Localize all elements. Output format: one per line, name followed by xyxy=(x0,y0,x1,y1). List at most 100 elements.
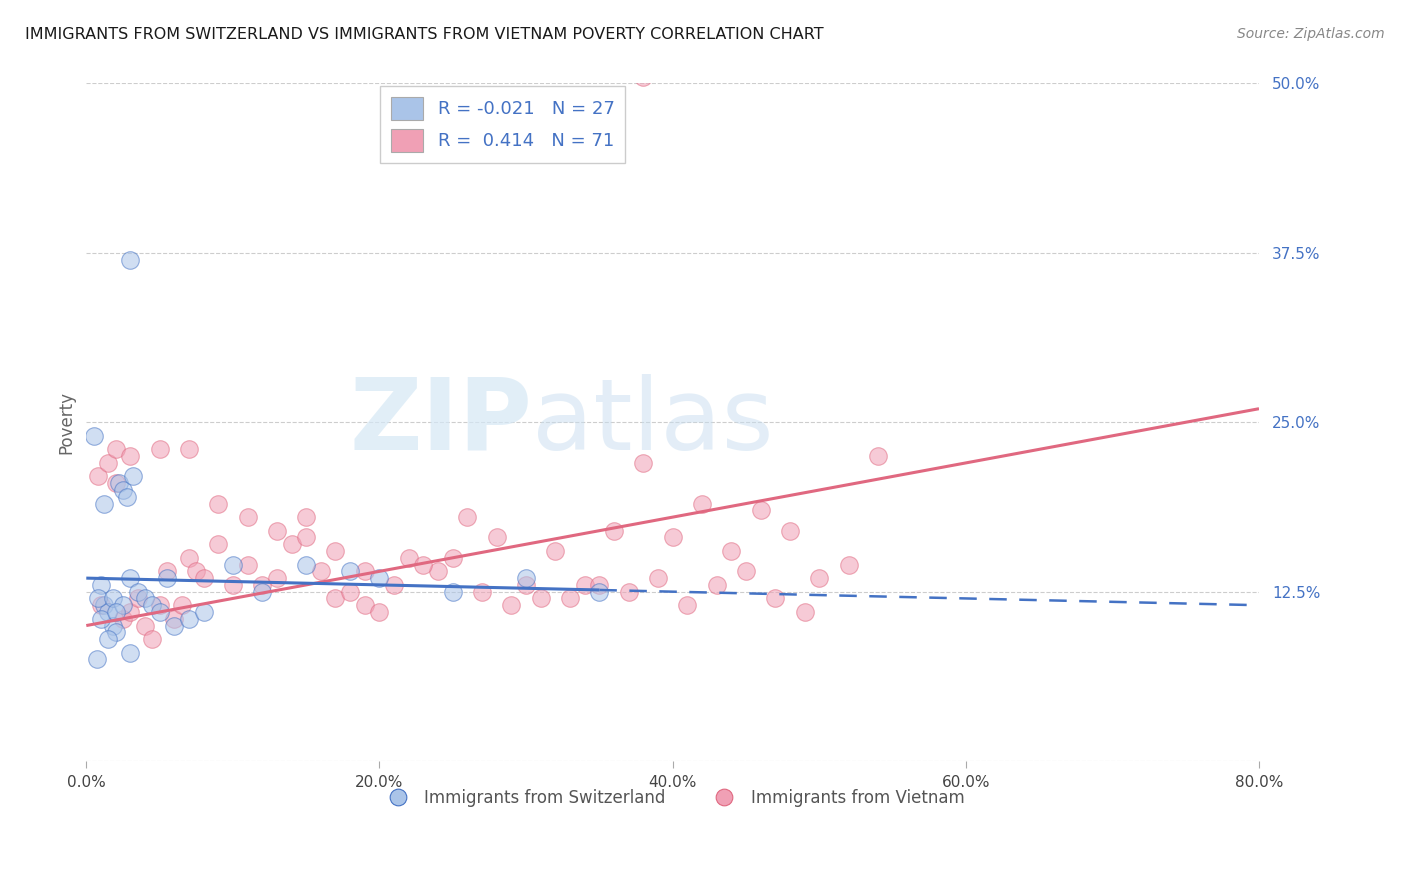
Point xyxy=(101,591,124,606)
Point xyxy=(170,598,193,612)
Point xyxy=(177,442,200,457)
Point xyxy=(763,591,786,606)
Point xyxy=(163,612,186,626)
Point xyxy=(193,571,215,585)
Point xyxy=(720,544,742,558)
Point xyxy=(149,442,172,457)
Point xyxy=(647,571,669,585)
Point xyxy=(295,558,318,572)
Point xyxy=(87,469,110,483)
Point xyxy=(222,578,245,592)
Point xyxy=(588,584,610,599)
Point xyxy=(104,442,127,457)
Point xyxy=(588,578,610,592)
Point xyxy=(107,476,129,491)
Point xyxy=(90,598,112,612)
Point xyxy=(325,544,347,558)
Point xyxy=(838,558,860,572)
Point xyxy=(793,605,815,619)
Point xyxy=(207,497,229,511)
Legend: Immigrants from Switzerland, Immigrants from Vietnam: Immigrants from Switzerland, Immigrants … xyxy=(374,782,972,814)
Point xyxy=(207,537,229,551)
Point xyxy=(558,591,581,606)
Point xyxy=(530,591,553,606)
Point xyxy=(706,578,728,592)
Text: IMMIGRANTS FROM SWITZERLAND VS IMMIGRANTS FROM VIETNAM POVERTY CORRELATION CHART: IMMIGRANTS FROM SWITZERLAND VS IMMIGRANT… xyxy=(25,27,824,42)
Point xyxy=(149,605,172,619)
Point xyxy=(574,578,596,592)
Point xyxy=(149,598,172,612)
Point xyxy=(808,571,831,585)
Point xyxy=(134,591,156,606)
Point xyxy=(134,618,156,632)
Point xyxy=(266,524,288,538)
Text: Source: ZipAtlas.com: Source: ZipAtlas.com xyxy=(1237,27,1385,41)
Point xyxy=(325,591,347,606)
Point xyxy=(117,490,139,504)
Point xyxy=(339,565,361,579)
Point xyxy=(295,510,318,524)
Point xyxy=(111,483,134,497)
Point xyxy=(735,565,758,579)
Point xyxy=(120,252,142,267)
Point xyxy=(193,605,215,619)
Point xyxy=(749,503,772,517)
Point xyxy=(111,598,134,612)
Point xyxy=(156,565,179,579)
Point xyxy=(295,531,318,545)
Point xyxy=(141,632,163,646)
Point xyxy=(353,598,375,612)
Point xyxy=(661,531,683,545)
Point xyxy=(280,537,302,551)
Point xyxy=(97,632,120,646)
Point xyxy=(339,584,361,599)
Point xyxy=(177,612,200,626)
Point xyxy=(83,429,105,443)
Point xyxy=(515,578,537,592)
Point xyxy=(690,497,713,511)
Point xyxy=(120,571,142,585)
Point xyxy=(485,531,508,545)
Y-axis label: Poverty: Poverty xyxy=(58,391,75,454)
Point xyxy=(120,605,142,619)
Point xyxy=(427,565,450,579)
Text: ZIP: ZIP xyxy=(349,374,531,471)
Point xyxy=(97,605,120,619)
Point xyxy=(127,591,149,606)
Point xyxy=(86,652,108,666)
Point xyxy=(127,584,149,599)
Point xyxy=(515,571,537,585)
Point xyxy=(250,578,273,592)
Text: atlas: atlas xyxy=(531,374,773,471)
Point xyxy=(93,497,115,511)
Point xyxy=(266,571,288,585)
Point xyxy=(90,612,112,626)
Point xyxy=(633,70,655,84)
Point xyxy=(412,558,434,572)
Point xyxy=(603,524,626,538)
Point xyxy=(779,524,801,538)
Point xyxy=(120,449,142,463)
Point xyxy=(398,550,420,565)
Point xyxy=(141,598,163,612)
Point xyxy=(676,598,699,612)
Point xyxy=(456,510,478,524)
Point xyxy=(236,558,259,572)
Point xyxy=(353,565,375,579)
Point xyxy=(101,618,124,632)
Point xyxy=(104,625,127,640)
Point xyxy=(120,646,142,660)
Point xyxy=(368,605,391,619)
Point xyxy=(87,591,110,606)
Point xyxy=(186,565,208,579)
Point xyxy=(368,571,391,585)
Point xyxy=(309,565,332,579)
Point xyxy=(236,510,259,524)
Point xyxy=(90,578,112,592)
Point xyxy=(122,469,145,483)
Point xyxy=(544,544,567,558)
Point xyxy=(156,571,179,585)
Point xyxy=(471,584,494,599)
Point xyxy=(104,605,127,619)
Point xyxy=(97,456,120,470)
